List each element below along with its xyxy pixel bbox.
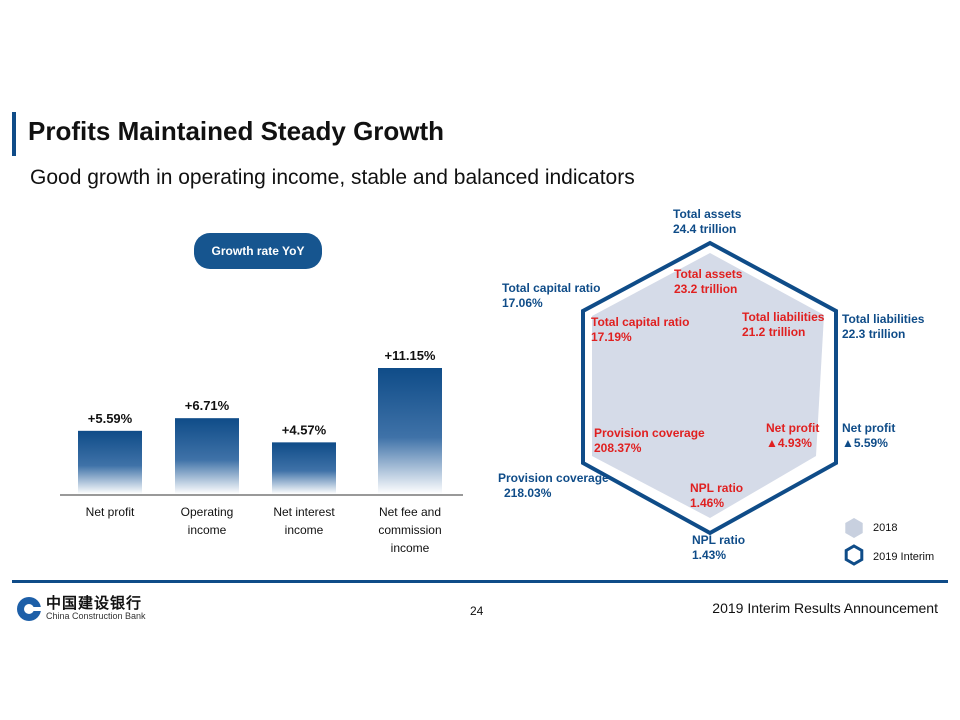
radar-label-r-4-0: Provision coverage	[594, 426, 705, 440]
radar-label-b-2-1: ▲5.59%	[842, 436, 888, 450]
radar-label-b-5-0: Total capital ratio	[502, 281, 600, 295]
series-2019-polygon	[581, 240, 838, 536]
bar-1	[175, 418, 239, 494]
category-label-0-0: Net profit	[86, 505, 135, 519]
radar-label-b-0-1: 24.4 trillion	[673, 222, 736, 236]
radar-label-r-5-1: 17.19%	[591, 330, 632, 344]
radar-label-r-3-0: NPL ratio	[690, 481, 743, 495]
logo-chinese-name: 中国建设银行	[46, 595, 143, 613]
radar-label-r-1-0: Total liabilities	[742, 310, 825, 324]
bar-value-label-3: +11.15%	[385, 348, 436, 363]
title-accent-bar	[12, 112, 16, 156]
category-label-3-2: income	[391, 541, 430, 555]
ccb-logo-icon	[17, 597, 42, 621]
series-2018-polygon	[592, 253, 824, 518]
category-label-2-0: Net interest	[273, 505, 335, 519]
radar-label-b-1-1: 22.3 trillion	[842, 327, 905, 341]
radar-label-b-1-0: Total liabilities	[842, 312, 925, 326]
radar-label-r-2-1: ▲4.93%	[766, 436, 812, 450]
legend-2018-swatch	[845, 518, 863, 538]
logo-english-name: China Construction Bank	[46, 611, 146, 622]
category-label-3-1: commission	[378, 523, 441, 537]
radar-label-r-0-1: 23.2 trillion	[674, 282, 737, 296]
legend-2019-swatch	[844, 544, 864, 566]
bar-value-label-0: +5.59%	[88, 411, 133, 426]
bar-0	[78, 430, 142, 494]
bar-2	[272, 442, 336, 494]
page-number: 24	[470, 604, 484, 618]
radar-label-b-3-0: NPL ratio	[692, 533, 745, 547]
footer-divider	[12, 580, 948, 583]
radar-label-b-0-0: Total assets	[673, 207, 742, 221]
bar-3	[378, 368, 442, 494]
radar-label-r-4-1: 208.37%	[594, 441, 642, 455]
page-title: Profits Maintained Steady Growth	[28, 116, 445, 146]
category-label-1-0: Operating	[181, 505, 234, 519]
footer-title: 2019 Interim Results Announcement	[712, 600, 938, 616]
category-label-3-0: Net fee and	[379, 505, 441, 519]
radar-label-b-2-0: Net profit	[842, 421, 895, 435]
page-subtitle: Good growth in operating income, stable …	[30, 166, 635, 189]
radar-label-b-4-1: 218.03%	[504, 486, 552, 500]
legend-2018-label: 2018	[873, 522, 897, 534]
radar-label-r-5-0: Total capital ratio	[591, 315, 689, 329]
bar-value-label-1: +6.71%	[185, 398, 230, 413]
radar-label-b-3-1: 1.43%	[692, 548, 726, 562]
radar-label-r-2-0: Net profit	[766, 421, 819, 435]
bar-value-label-2: +4.57%	[282, 422, 327, 437]
radar-label-r-0-0: Total assets	[674, 267, 743, 281]
radar-label-b-5-1: 17.06%	[502, 296, 543, 310]
growth-rate-badge: Growth rate YoY	[194, 233, 322, 269]
category-label-1-1: income	[188, 523, 227, 537]
ccb-logo: 中国建设银行 China Construction Bank	[16, 596, 146, 622]
radar-label-b-4-0: Provision coverage	[498, 471, 609, 485]
radar-label-r-1-1: 21.2 trillion	[742, 325, 805, 339]
radar-label-r-3-1: 1.46%	[690, 496, 724, 510]
growth-bar-chart: +5.59% Net profit +6.71% Operating income +4.…	[60, 348, 463, 555]
category-label-2-1: income	[285, 523, 324, 537]
legend-2019-label: 2019 Interim	[873, 551, 934, 563]
